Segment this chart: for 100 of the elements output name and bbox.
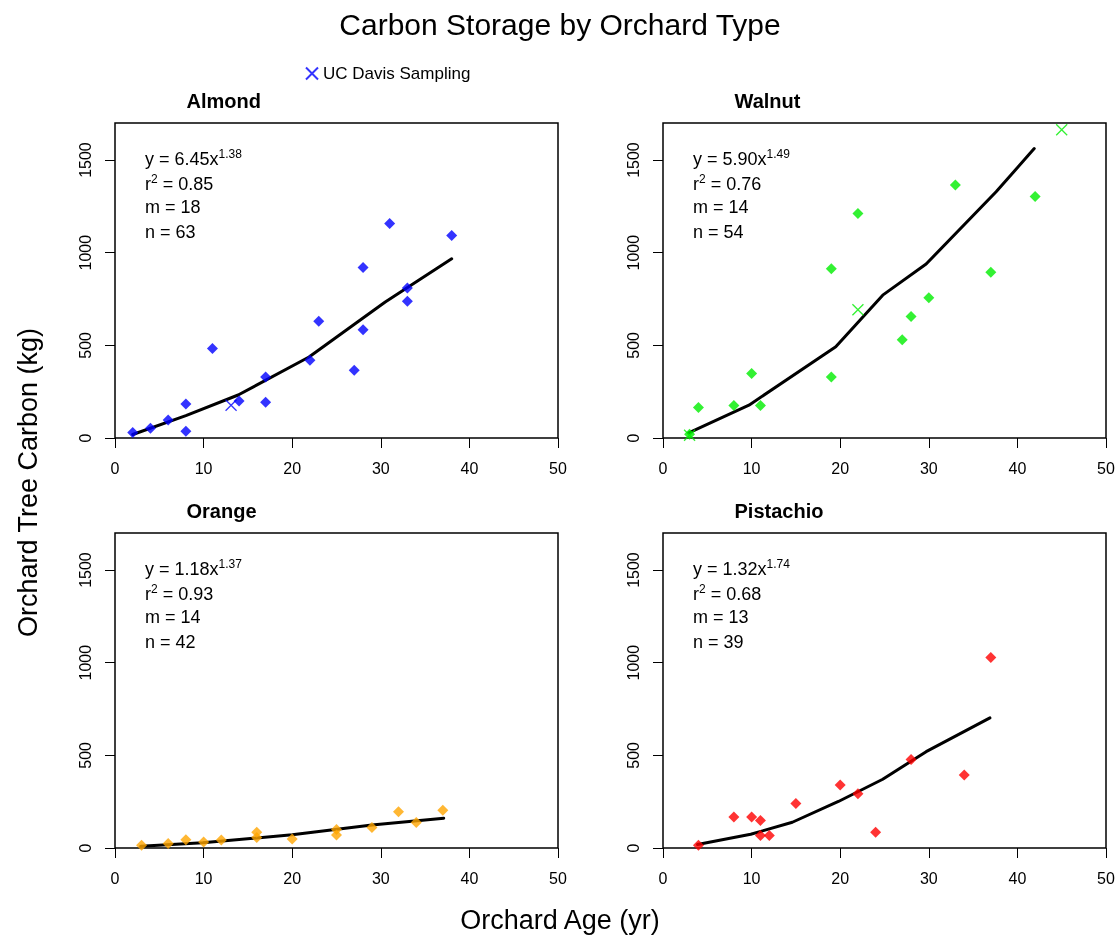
point (852, 207, 864, 219)
point (357, 262, 369, 274)
y-tick-label: 500 (624, 741, 642, 769)
y-tick-label: 0 (76, 843, 94, 853)
point (410, 817, 422, 829)
point (401, 282, 413, 294)
annotation: n = 42 (145, 632, 196, 652)
point (304, 354, 316, 366)
point (692, 839, 704, 851)
point (896, 334, 908, 346)
y-tick-label: 1000 (76, 234, 94, 271)
x-tick-label: 20 (831, 459, 850, 477)
point (180, 834, 192, 846)
annotation: m = 14 (693, 197, 749, 217)
x-tick-label: 30 (371, 459, 390, 477)
point (393, 806, 405, 818)
x-tick-label: 40 (460, 869, 479, 887)
annotation: n = 54 (693, 222, 744, 242)
point (923, 292, 935, 304)
x-tick-label: 0 (658, 869, 668, 887)
x-tick-label: 50 (549, 869, 567, 887)
point (446, 229, 458, 241)
x-tick-label: 20 (283, 869, 302, 887)
point (313, 315, 325, 327)
y-tick-label: 500 (624, 331, 642, 359)
point (233, 395, 245, 407)
point (754, 830, 766, 842)
point (331, 829, 342, 841)
point (260, 371, 272, 383)
y-tick-label: 1500 (76, 142, 94, 178)
y-tick-label: 1000 (624, 234, 642, 271)
point (348, 364, 360, 376)
point (958, 769, 970, 781)
chart-title: Walnut (734, 90, 801, 112)
point (180, 398, 192, 410)
chart-title: Pistachio (734, 500, 824, 522)
point (985, 266, 997, 278)
point (384, 217, 396, 229)
x-tick-label: 0 (110, 869, 120, 887)
y-tick-label: 0 (76, 433, 94, 443)
x-tick-label: 40 (460, 459, 479, 477)
x-tick-label: 50 (549, 459, 567, 477)
point (206, 343, 218, 354)
point (692, 401, 704, 413)
point (870, 826, 882, 838)
point (825, 371, 837, 383)
point (985, 652, 997, 664)
point (790, 798, 802, 810)
y-tick-label: 500 (76, 331, 94, 359)
y-tick-label: 0 (624, 433, 642, 443)
point (728, 400, 740, 412)
point (251, 832, 263, 844)
x-tick-label: 50 (1097, 459, 1115, 477)
point (905, 310, 917, 322)
x-tick-label: 10 (194, 869, 213, 887)
annotation: n = 63 (145, 222, 196, 242)
point (852, 788, 864, 800)
point (1029, 191, 1041, 203)
x-tick-label: 0 (110, 459, 120, 477)
annotation: n = 39 (693, 632, 744, 652)
y-tick-label: 1000 (624, 644, 642, 681)
x-tick-label: 30 (371, 869, 390, 887)
point (905, 754, 917, 766)
x-tick-label: 30 (919, 459, 938, 477)
point (224, 399, 238, 412)
y-tick-label: 1500 (76, 552, 94, 588)
point (746, 368, 758, 380)
point (763, 830, 775, 842)
point (754, 814, 766, 826)
point (834, 779, 846, 791)
annotation: m = 13 (693, 607, 749, 627)
chart-subtitle: Almond (186, 90, 261, 112)
point (851, 303, 865, 316)
point (144, 422, 156, 434)
point (286, 833, 298, 845)
point (366, 821, 378, 833)
x-tick-label: 20 (283, 459, 302, 477)
x-tick-label: 40 (1008, 869, 1027, 887)
x-tick-label: 40 (1008, 459, 1027, 477)
point (754, 400, 766, 412)
y-tick-label: 1500 (624, 142, 642, 178)
point (127, 426, 139, 438)
legend-label: UC Davis Sampling (323, 64, 471, 83)
point (825, 263, 837, 275)
point (401, 295, 413, 307)
y-tick-label: 500 (76, 741, 94, 769)
x-tick-label: 20 (831, 869, 850, 887)
y-tick-label: 0 (624, 843, 642, 853)
y-axis-title: Orchard Tree Carbon (kg) (12, 326, 44, 640)
y-tick-label: 1000 (76, 644, 94, 681)
point (198, 836, 210, 848)
x-tick-label: 50 (1097, 869, 1115, 887)
annotation: m = 18 (145, 197, 201, 217)
y-tick-label: 1500 (624, 552, 642, 588)
x-tick-label: 30 (919, 869, 938, 887)
point (746, 811, 758, 823)
x-tick-label: 10 (194, 459, 213, 477)
x-axis-title: Orchard Age (yr) (459, 905, 661, 936)
x-tick-label: 10 (742, 459, 761, 477)
annotation: m = 14 (145, 607, 201, 627)
